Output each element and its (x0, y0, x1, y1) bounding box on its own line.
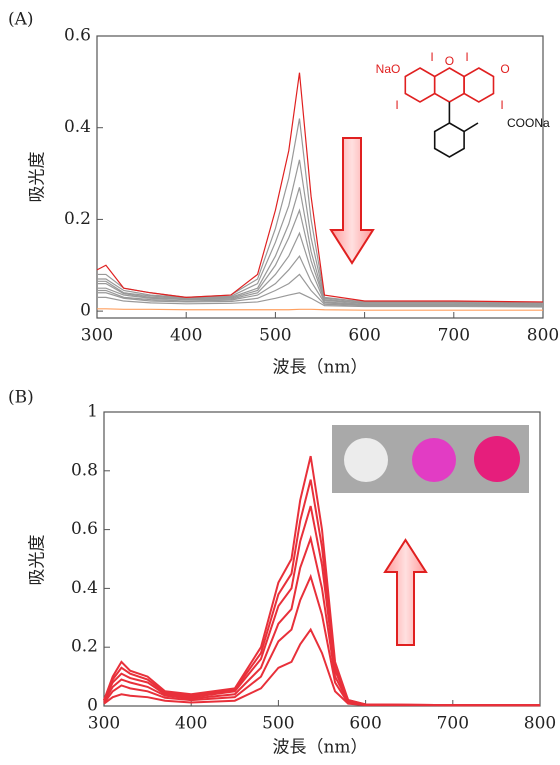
y-tick-label: 0.4 (71, 578, 98, 598)
y-axis-label: 吸光度 (28, 152, 48, 203)
panel-label: (B) (8, 388, 34, 408)
structure-label: I (465, 50, 468, 64)
plot-frame (103, 411, 541, 707)
structure-label: I (500, 98, 503, 112)
spectrum-line (103, 455, 540, 707)
structure-label: COONa (507, 116, 550, 130)
spectrum-line (97, 208, 544, 305)
x-tick-label: 800 (527, 326, 559, 346)
spectrum-line (97, 273, 544, 307)
y-tick-label: 0.2 (64, 209, 91, 229)
x-tick-label: 500 (259, 326, 291, 346)
y-tick-label: 0 (87, 696, 98, 716)
structure-label: I (430, 50, 433, 64)
y-tick-label: 0.6 (64, 26, 91, 46)
photo-inset (332, 425, 529, 493)
spectrum-line (103, 573, 540, 707)
x-tick-label: 800 (524, 714, 556, 734)
x-tick-label: 400 (170, 326, 202, 346)
y-tick-label: 0.8 (71, 460, 98, 480)
x-tick-label: 300 (81, 326, 113, 346)
spectrum-line (96, 72, 544, 303)
spectrum-line (97, 292, 544, 308)
decrease-arrow (329, 137, 375, 265)
x-tick-label: 400 (175, 714, 207, 734)
panel-label: (A) (8, 10, 34, 30)
x-tick-label: 700 (437, 714, 469, 734)
y-tick-label: 0 (80, 301, 91, 321)
y-tick-label: 0.4 (64, 117, 91, 137)
structure-label: NaO (376, 62, 401, 76)
x-axis-label: 波長（nm） (272, 738, 367, 758)
structure-label: I (395, 98, 398, 112)
y-axis-label: 吸光度 (28, 535, 48, 586)
spectrum-line (97, 308, 543, 311)
x-tick-label: 600 (349, 714, 381, 734)
y-tick-label: 0.6 (71, 519, 98, 539)
spectrum-line (97, 118, 544, 304)
spectrum-line (97, 187, 544, 305)
x-tick-label: 300 (88, 714, 120, 734)
increase-arrow (383, 538, 428, 646)
x-axis-label: 波長（nm） (272, 358, 367, 378)
spectrum-line (97, 231, 544, 306)
structure-label: O (445, 54, 454, 68)
x-tick-label: 600 (348, 326, 380, 346)
spectrum-line (103, 534, 540, 707)
x-tick-label: 700 (438, 326, 470, 346)
plot-frame (96, 35, 544, 319)
y-tick-label: 1 (87, 402, 98, 422)
structure-label: O (500, 62, 509, 76)
y-tick-label: 0.2 (71, 637, 98, 657)
x-tick-label: 500 (262, 714, 294, 734)
spectrum-line (97, 254, 544, 307)
